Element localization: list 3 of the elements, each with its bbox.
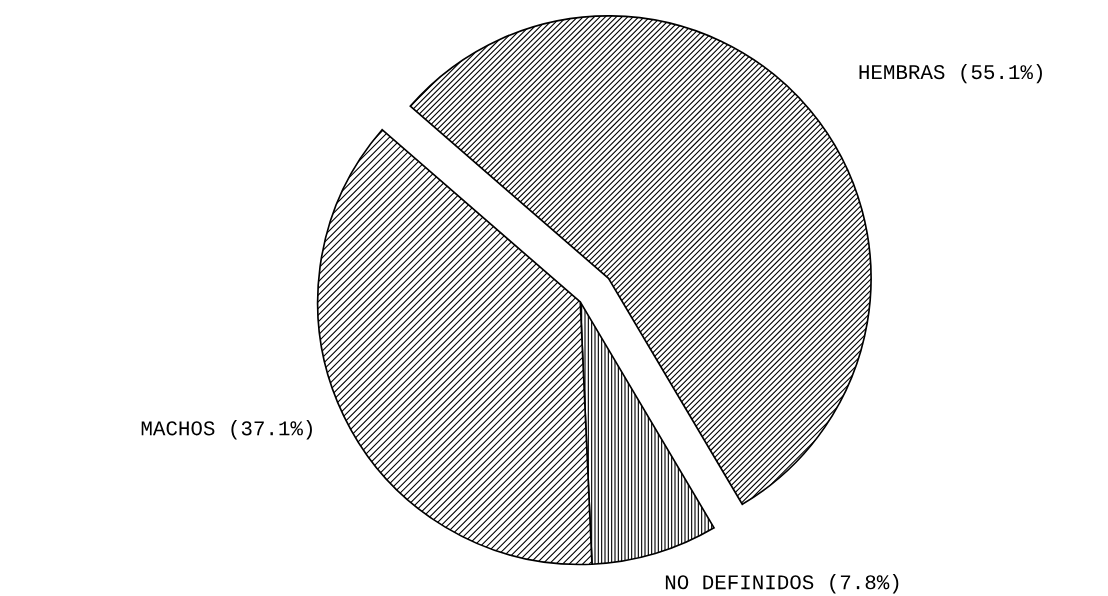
slice-label: NO DEFINIDOS (7.8%) xyxy=(665,574,899,594)
slice-label: MACHOS (37.1%) xyxy=(141,420,312,440)
slice-label: HEMBRAS (55.1%) xyxy=(859,63,1042,84)
